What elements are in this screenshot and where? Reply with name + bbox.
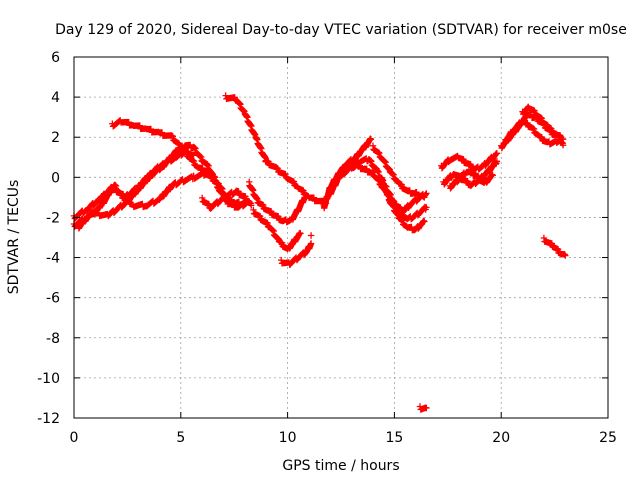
- y-tick-label: -2: [46, 210, 60, 226]
- chart-title: Day 129 of 2020, Sidereal Day-to-day VTE…: [55, 22, 627, 38]
- x-tick-label: 20: [492, 430, 510, 446]
- series-track-v: [519, 103, 567, 149]
- y-tick-label: 4: [51, 90, 60, 106]
- series-marks: [540, 234, 569, 259]
- y-tick-label: -12: [37, 411, 60, 427]
- series-marks: [502, 118, 567, 148]
- series-track-n: [369, 142, 428, 201]
- series-marks: [438, 150, 501, 173]
- y-tick-label: -10: [37, 371, 60, 387]
- series-track-h: [250, 206, 304, 253]
- y-tick-label: 6: [51, 50, 60, 66]
- data-points: [70, 92, 569, 413]
- series-marks: [250, 206, 304, 253]
- y-tick-label: -6: [46, 291, 60, 307]
- series-marks: [446, 168, 496, 192]
- x-tick-label: 0: [70, 430, 79, 446]
- series-track-c: [75, 141, 253, 232]
- series-track-w: [540, 234, 569, 259]
- y-tick-label: 2: [51, 130, 60, 146]
- y-tick-label: -4: [46, 251, 60, 267]
- series-track-u: [502, 118, 567, 148]
- series-track-i: [278, 240, 315, 268]
- x-tick-label: 5: [176, 430, 185, 446]
- series-marks: [109, 117, 219, 181]
- grid: [74, 57, 608, 418]
- series-marks: [519, 103, 567, 149]
- series-marks: [222, 92, 330, 208]
- plot-frame: [73, 56, 609, 419]
- series-track-d: [109, 117, 219, 181]
- series-marks: [199, 187, 255, 212]
- series-track-g: [246, 178, 308, 226]
- y-tick-label: -8: [46, 331, 60, 347]
- x-axis-label: GPS time / hours: [282, 458, 399, 474]
- x-tick-label: 25: [599, 430, 617, 446]
- x-tick-label: 10: [279, 430, 297, 446]
- series-marks: [307, 232, 315, 239]
- series-marks: [378, 174, 428, 234]
- axes: 0 5 10 15 20 25 -12 -10 -8 -6 -4 -2 0 2 4 6: [37, 50, 617, 446]
- series-track-p: [416, 403, 430, 413]
- series-track-o: [378, 174, 428, 234]
- series-track-e: [199, 187, 255, 212]
- x-tick-label: 15: [385, 430, 403, 446]
- series-track-s: [446, 168, 496, 192]
- series-track-j: [307, 232, 315, 239]
- series-track-f: [222, 92, 330, 208]
- series-marks: [416, 403, 430, 413]
- series-marks: [75, 141, 253, 232]
- series-marks: [369, 142, 428, 201]
- y-axis-label: SDTVAR / TECUs: [6, 180, 22, 295]
- series-marks: [246, 178, 308, 226]
- series-track-q: [438, 150, 501, 173]
- series-marks: [278, 240, 315, 268]
- y-tick-label: 0: [51, 170, 60, 186]
